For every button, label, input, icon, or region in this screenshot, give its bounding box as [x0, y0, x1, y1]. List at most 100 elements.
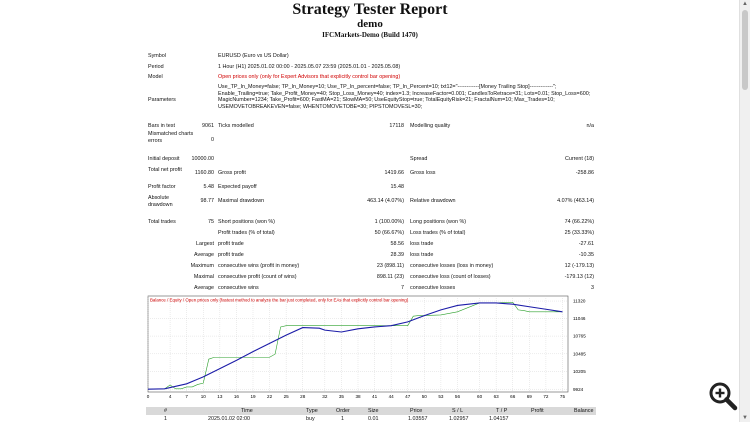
scroll-down-icon[interactable]: ▼ — [742, 415, 748, 421]
profit-trades-label: Profit trades (% of total) — [218, 230, 275, 236]
gross-loss-label: Gross loss — [410, 170, 436, 176]
x-tick-label: 35 — [339, 394, 345, 399]
x-tick-labels: 0 4 7 10 13 16 19 22 25 28 32 35 38 41 44 47 50 53 56 60 63 6… — [147, 394, 566, 399]
loss-trades-value: 25 (33.33%) — [564, 230, 594, 236]
x-tick-label: 50 — [422, 394, 428, 399]
chart-series — [147, 302, 563, 390]
largest-label: Largest — [196, 241, 214, 247]
cell-tp: 1.04157 — [489, 416, 509, 422]
vertical-scrollbar[interactable]: ▲ ▼ — [739, 0, 750, 422]
short-label: Short positions (won %) — [218, 219, 275, 225]
x-tick-label: 63 — [494, 394, 500, 399]
quality-value: n/a — [586, 123, 595, 129]
y-tick-label: 10765 — [573, 334, 586, 339]
average2-label: Average — [194, 285, 214, 291]
col-balance: Balance — [574, 408, 594, 414]
ticks-label: Ticks modelled — [218, 123, 254, 129]
long-value: 74 (66.22%) — [564, 219, 594, 225]
maximal-label: Maximal — [193, 274, 214, 280]
x-tick-label: 44 — [389, 394, 395, 399]
x-tick-label: 38 — [355, 394, 361, 399]
x-tick-label: 16 — [234, 394, 240, 399]
quality-label: Modelling quality — [410, 123, 451, 129]
x-tick-label: 0 — [147, 394, 150, 399]
profit-trades-value: 50 (66.67%) — [374, 230, 404, 236]
largest-profit-label: profit trade — [218, 241, 244, 247]
cell-order: 1 — [341, 416, 344, 422]
series-line-balance — [147, 302, 563, 390]
avg-loss-value: -10.35 — [578, 252, 594, 258]
zoom-in-icon[interactable] — [707, 380, 739, 412]
initial-deposit-label: Initial deposit — [148, 156, 180, 162]
y-tick-label: 10485 — [573, 351, 586, 356]
spread-value: Current (18) — [564, 156, 594, 162]
maximal-profit-value: 898.11 (23) — [376, 274, 404, 280]
avg-wins-label: consecutive wins — [218, 285, 259, 291]
gross-loss-value: -258.86 — [575, 170, 594, 176]
y-tick-labels: 9924 10205 10485 10765 11046 11320 — [573, 299, 586, 392]
col-size: Size — [368, 408, 379, 414]
gross-profit-value: 1419.66 — [384, 170, 405, 176]
x-tick-label: 41 — [372, 394, 378, 399]
period-label: Period — [148, 64, 164, 70]
initial-deposit-value: 10000.00 — [191, 156, 214, 162]
params-label: Parameters — [148, 97, 176, 103]
loss-trades-label: Loss trades (% of total) — [410, 230, 466, 236]
x-tick-label: 4 — [169, 394, 172, 399]
col-time: Time — [241, 408, 253, 414]
col-type: Type — [306, 408, 318, 414]
x-tick-label: 47 — [405, 394, 411, 399]
max-losses-label: consecutive losses (loss in money) — [410, 263, 494, 269]
bars-label: Bars in test — [148, 123, 175, 129]
y-tick-label: 10205 — [573, 369, 586, 374]
largest-loss-label: loss trade — [410, 241, 434, 247]
net-profit-label: Total net profit — [148, 167, 182, 173]
gross-profit-label: Gross profit — [218, 170, 246, 176]
rel-drawdown-value: 4.07% (463.14) — [557, 198, 594, 204]
largest-profit-value: 58.56 — [390, 241, 405, 247]
x-tick-label: 13 — [217, 394, 223, 399]
cell-sl: 1.02957 — [449, 416, 469, 422]
chart-grid — [147, 296, 568, 392]
profit-factor-value: 5.48 — [203, 184, 215, 190]
short-value: 1 (100.00%) — [374, 219, 404, 225]
x-tick-label: 25 — [284, 394, 290, 399]
x-tick-label: 69 — [527, 394, 533, 399]
expected-payoff-value: 15.48 — [390, 184, 405, 190]
x-tick-label: 53 — [438, 394, 444, 399]
x-tick-label: 7 — [185, 394, 188, 399]
col-tp: T / P — [496, 408, 508, 414]
table-row: 1 2025.01.02 02:00 buy 1 0.01 1.03557 1.… — [146, 416, 596, 422]
avg-loss-label: loss trade — [410, 252, 434, 258]
maximal-loss-label: consecutive loss (count of losses) — [410, 274, 491, 280]
symbol-value: EURUSD (Euro vs US Dollar) — [218, 53, 289, 59]
x-tick-label: 75 — [560, 394, 566, 399]
rel-drawdown-label: Relative drawdown — [410, 198, 456, 204]
ticks-value: 17118 — [389, 123, 404, 129]
maximal-profit-label: consecutive profit (count of wins) — [218, 274, 297, 280]
abs-drawdown-label: Absolute drawdown — [148, 195, 173, 208]
avg-losses-value: 3 — [591, 285, 594, 291]
x-tick-label: 10 — [201, 394, 207, 399]
avg-wins-value: 7 — [401, 285, 404, 291]
avg-losses-label: consecutive losses — [410, 285, 456, 291]
max-wins-value: 23 (898.11) — [376, 263, 404, 269]
max-drawdown-label: Maximal drawdown — [218, 198, 265, 204]
max-losses-value: 12 (-179.13) — [564, 263, 594, 269]
scroll-thumb[interactable] — [742, 10, 748, 90]
cell-time: 2025.01.02 02:00 — [208, 416, 250, 422]
scroll-up-icon[interactable]: ▲ — [742, 1, 748, 7]
avg-profit-value: 28.39 — [390, 252, 405, 258]
symbol-label: Symbol — [148, 53, 166, 59]
maximum-label: Maximum — [190, 263, 214, 269]
model-label: Model — [148, 74, 163, 80]
col-price: Price — [410, 408, 423, 414]
col-number: # — [164, 408, 167, 414]
max-drawdown-value: 463.14 (4.07%) — [367, 198, 404, 204]
total-trades-value: 75 — [208, 219, 214, 225]
long-label: Long positions (won %) — [410, 219, 467, 225]
spread-label: Spread — [410, 156, 428, 162]
max-wins-label: consecutive wins (profit in money) — [218, 263, 300, 269]
average-label: Average — [194, 252, 214, 258]
